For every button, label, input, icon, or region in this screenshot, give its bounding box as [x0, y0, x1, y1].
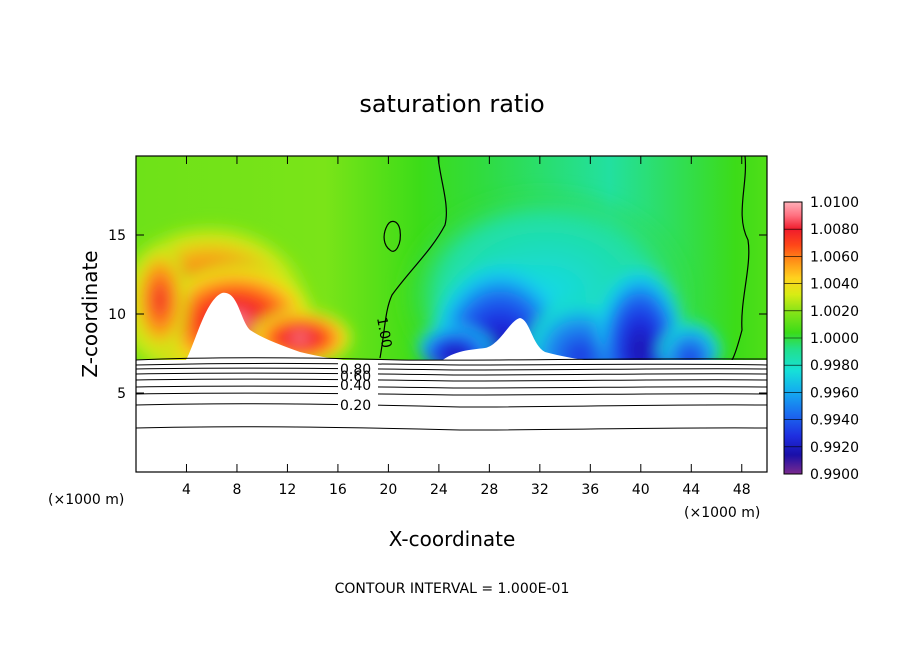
- x-tick-label: 4: [182, 482, 191, 498]
- colorbar-tick-label: 1.0100: [810, 195, 859, 211]
- contour-label-040: 0.40: [340, 378, 371, 394]
- y-tick-label: 15: [108, 228, 126, 244]
- y-tick-label: 5: [117, 386, 126, 402]
- x-axis-ticks: 4 8 12 16 20 24 28 32 36 40 44 48: [182, 156, 751, 498]
- contour-interval-note: CONTOUR INTERVAL = 1.000E-01: [335, 581, 570, 597]
- x-tick-label: 44: [682, 482, 700, 498]
- colorbar: 1.0100 1.0080 1.0060 1.0040 1.0020 1.0000 0.99…: [783, 195, 859, 483]
- contour-label-100: 1.00: [373, 316, 394, 349]
- y-axis-label: Z-coordinate: [78, 250, 102, 377]
- chart-title: saturation ratio: [359, 90, 544, 118]
- colorbar-ticks: 1.0100 1.0080 1.0060 1.0040 1.0020 1.0000 0.99…: [810, 195, 859, 483]
- contour-label-080: 0.80: [340, 362, 371, 378]
- contour-label-060: 0.60: [340, 369, 371, 385]
- x-tick-label: 36: [581, 482, 599, 498]
- x-tick-label: 48: [733, 482, 751, 498]
- y-axis-ticks: 5 10 15: [108, 228, 767, 402]
- colorbar-tick-label: 0.9920: [810, 440, 859, 456]
- x-tick-label: 16: [329, 482, 347, 498]
- x-tick-label: 28: [480, 482, 498, 498]
- x-tick-label: 8: [232, 482, 241, 498]
- colorbar-tick-label: 0.9900: [810, 467, 859, 483]
- x-tick-label: 20: [379, 482, 397, 498]
- colorbar-tick-label: 0.9940: [810, 413, 859, 429]
- y-tick-label: 10: [108, 307, 126, 323]
- x-tick-label: 32: [531, 482, 549, 498]
- colorbar-tick-label: 1.0020: [810, 304, 859, 320]
- x-tick-label: 40: [632, 482, 650, 498]
- x-axis-label: X-coordinate: [389, 527, 516, 551]
- x-tick-label: 24: [430, 482, 448, 498]
- z-unit-label: (×1000 m): [48, 492, 124, 508]
- colorbar-tick-label: 1.0000: [810, 331, 859, 347]
- colorbar-tick-label: 0.9960: [810, 385, 859, 401]
- colorbar-tick-label: 0.9980: [810, 358, 859, 374]
- x-tick-label: 12: [279, 482, 297, 498]
- colorbar-tick-label: 1.0040: [810, 277, 859, 293]
- contour-labels: 0.80 0.60 0.40 0.20 1.00: [338, 316, 394, 414]
- contour-label-020: 0.20: [340, 398, 371, 414]
- colorbar-tick-label: 1.0060: [810, 249, 859, 265]
- x-unit-label: (×1000 m): [684, 505, 760, 521]
- colorbar-tick-label: 1.0080: [810, 222, 859, 238]
- saturation-field: [136, 156, 767, 472]
